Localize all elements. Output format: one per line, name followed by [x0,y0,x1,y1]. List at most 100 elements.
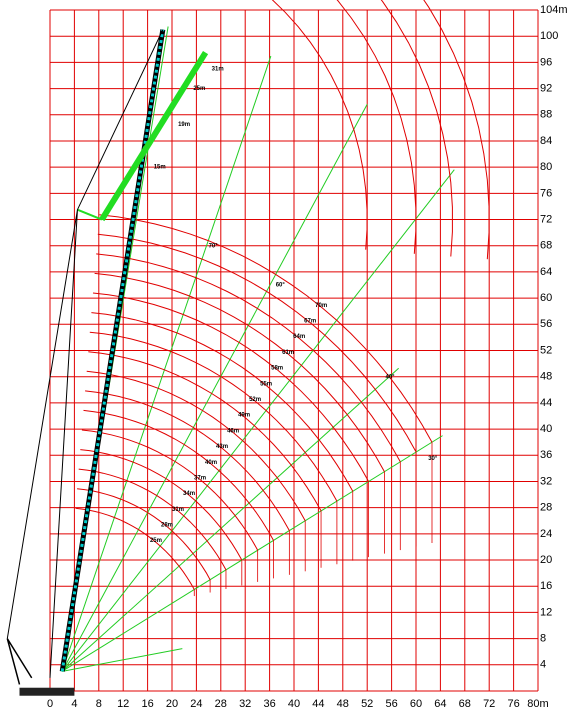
radius-curve [81,429,259,551]
jib-curve [271,0,368,250]
boom-length-label: 37m [194,475,206,481]
radius-curve [77,488,211,580]
x-tick-label: 76 [507,698,519,710]
angle-label: 70° [209,243,219,249]
y-tick-label: 48 [540,371,552,383]
radius-curve [83,409,274,541]
radius-curve [86,370,306,522]
x-tick-label: 4 [71,698,77,710]
y-tick-label: 44 [540,397,552,409]
x-tick-label: 64 [434,698,446,710]
boom-length-label: 52m [249,397,261,403]
boom-length-label: 25m [150,538,162,544]
y-tick-label: 72 [540,213,552,225]
y-tick-label: 92 [540,82,552,94]
radius-curve [78,468,227,571]
boom-length-label: 40m [205,460,217,466]
y-tick-label: 20 [540,554,552,566]
x-tick-label: 8 [96,698,102,710]
boom-length-label: 43m [216,444,228,450]
radius-curve [85,390,290,531]
radius-curve [89,331,338,502]
x-tick-label: 68 [459,698,471,710]
jib-curve [336,0,417,254]
boom-length-label: 70m [315,303,327,309]
x-tick-label: 72 [483,698,495,710]
angle-line [61,435,443,672]
boom-length-label: 64m [293,334,305,340]
x-tick-label: 12 [117,698,129,710]
y-tick-label: 60 [540,292,552,304]
y-tick-label: 12 [540,606,552,618]
x-tick-label: 40 [288,698,300,710]
y-tick-label: 28 [540,502,552,514]
y-tick-label: 80 [540,161,552,173]
jib-length-label: 31m [212,67,224,73]
boom-length-label: 49m [238,413,250,419]
jib-length-label: 19m [178,122,190,128]
radius-curve [99,214,433,443]
working-range [6,0,490,696]
x-tick-label: 44 [312,698,324,710]
angle-line [62,648,183,672]
x-tick-label: 52 [361,698,373,710]
angle-label: 40° [386,374,396,380]
radius-curve [80,449,243,561]
x-tick-label: 16 [141,698,153,710]
radius-curve [92,292,370,482]
jib [99,50,209,222]
boom-length-label: 58m [271,366,283,372]
y-tick-label: 32 [540,475,552,487]
boom-length-label: 31m [172,507,184,513]
radius-curve [96,253,401,463]
y-tick-label: 24 [540,528,552,540]
x-tick-label: 80m [527,698,548,710]
boom-length-label: 67m [304,319,316,325]
x-tick-label: 56 [385,698,397,710]
angle-label: 30° [428,456,438,462]
boom-length-label: 61m [282,350,294,356]
y-tick-label: 104m [540,4,568,16]
y-tick-label: 76 [540,187,552,199]
radius-curve [75,507,195,590]
boom-length-label: 46m [227,428,239,434]
crawler [19,687,75,696]
x-tick-label: 20 [166,698,178,710]
y-tick-label: 8 [540,633,546,645]
y-tick-label: 52 [540,344,552,356]
y-tick-label: 100 [540,30,558,42]
y-tick-label: 56 [540,318,552,330]
y-tick-label: 16 [540,580,552,592]
y-tick-label: 40 [540,423,552,435]
x-tick-label: 36 [263,698,275,710]
angle-label: 60° [276,283,286,289]
angle-line [61,104,368,672]
jib-length-label: 15m [154,165,166,171]
radius-curve [94,272,385,472]
mast [6,638,33,685]
angle-line [61,55,272,672]
boom-length-label: 34m [183,491,195,497]
y-tick-label: 4 [540,659,546,671]
angle-line [61,169,455,672]
y-tick-label: 36 [540,449,552,461]
boom-lattice [60,29,165,672]
y-tick-label: 96 [540,56,552,68]
x-tick-label: 28 [215,698,227,710]
x-tick-label: 24 [190,698,202,710]
boom-length-label: 55m [260,381,272,387]
y-tick-label: 84 [540,135,552,147]
x-tick-label: 0 [47,698,53,710]
radius-curve [91,312,354,492]
jib-strut [77,208,103,221]
jib-length-label: 25m [193,86,205,92]
x-tick-label: 32 [239,698,251,710]
x-tick-label: 60 [410,698,422,710]
angle-line [61,367,399,672]
jib-curve [380,0,453,257]
jib-curve [423,0,490,260]
pendant [6,29,164,678]
boom-length-label: 28m [161,523,173,529]
y-tick-label: 68 [540,240,552,252]
